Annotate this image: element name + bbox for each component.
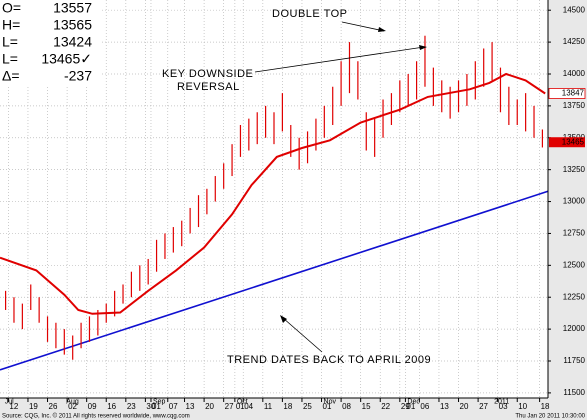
x-tick-label: 25 xyxy=(303,402,312,411)
x-tick-label: 10 xyxy=(518,402,527,411)
y-tick-label: 13750 xyxy=(563,101,586,110)
x-tick-label: 23 xyxy=(127,402,136,411)
month-label: 2011 xyxy=(494,398,509,405)
y-tick-label: 12500 xyxy=(563,260,586,269)
x-tick-label: 29 xyxy=(401,402,410,411)
info-label: H= xyxy=(2,17,20,33)
info-label: Δ= xyxy=(2,68,20,84)
x-tick-label: 18 xyxy=(283,402,292,411)
y-tick-label: 14500 xyxy=(563,5,586,14)
x-tick-label: 20 xyxy=(205,402,214,411)
y-tick-label: 12000 xyxy=(563,324,586,333)
x-tick-label: 13 xyxy=(186,402,195,411)
arrow xyxy=(282,317,323,353)
x-tick-label: 22 xyxy=(381,402,390,411)
info-value: 13565 xyxy=(53,17,92,33)
last-price-marker xyxy=(549,137,585,148)
x-tick-label: 26 xyxy=(49,402,58,411)
y-tick-label: 12750 xyxy=(563,229,586,238)
month-label: Sep xyxy=(153,398,166,405)
info-label: L= xyxy=(2,34,18,50)
x-tick-label: 27 xyxy=(479,402,488,411)
x-tick-label: 06 xyxy=(420,402,429,411)
info-value: -237 xyxy=(64,68,92,84)
annotation: KEY DOWNSIDE xyxy=(162,68,253,80)
info-value: 13424 xyxy=(53,34,92,50)
x-tick-label: 04 xyxy=(244,402,253,411)
last-price-label: 13465 xyxy=(562,137,585,146)
y-tick-label: 14250 xyxy=(563,37,586,46)
x-tick-label: 30 xyxy=(146,402,155,411)
info-value: 13465✓ xyxy=(41,51,92,67)
y-tick-label: 11750 xyxy=(563,356,585,365)
x-tick-label: 01 xyxy=(406,402,415,411)
x-tick-label: 03 xyxy=(499,402,508,411)
x-tick-label: 07 xyxy=(169,402,178,411)
labels: 1150011750120001225012500127501300013250… xyxy=(5,5,586,411)
y-tick-label: 11500 xyxy=(563,388,585,397)
x-tick-label: 15 xyxy=(362,402,371,411)
timestamp: Thu Jan 20 2011 10:30:00 xyxy=(515,414,585,420)
x-tick-label: 11 xyxy=(264,402,273,411)
month-label: Nov xyxy=(324,398,337,405)
x-tick-label: 01 xyxy=(323,402,332,411)
annotation: REVERSAL xyxy=(177,81,240,93)
x-tick-label: 18 xyxy=(541,402,550,411)
y-tick-label: 13000 xyxy=(563,197,586,206)
info-label: O= xyxy=(2,0,21,16)
annotation: DOUBLE TOP xyxy=(272,8,348,20)
month-label: Jul xyxy=(5,398,14,405)
x-tick-label: 20 xyxy=(460,402,469,411)
info-label: L= xyxy=(2,51,18,67)
ma-marker-label: 13847 xyxy=(562,89,585,98)
x-tick-label: 08 xyxy=(342,402,351,411)
y-tick-label: 14000 xyxy=(563,69,586,78)
month-label: Aug xyxy=(66,398,79,405)
y-tick-label: 12250 xyxy=(563,292,586,301)
arrow xyxy=(254,46,425,73)
moving-average xyxy=(0,72,546,315)
info-panel xyxy=(0,0,100,86)
y-tick-label: 13250 xyxy=(563,165,586,174)
arrow-head xyxy=(280,315,287,323)
month-label: Dec xyxy=(407,398,420,405)
x-tick-label: 19 xyxy=(29,402,38,411)
annotation: TREND DATES BACK TO APRIL 2009 xyxy=(227,354,431,366)
x-tick-label: 16 xyxy=(107,402,116,411)
x-tick-label: 01 xyxy=(152,402,161,411)
x-tick-label: 09 xyxy=(88,402,97,411)
arrow-head xyxy=(378,27,386,32)
arrow-head xyxy=(419,45,427,50)
trend-line xyxy=(0,190,549,371)
ma-marker xyxy=(548,88,586,99)
x-tick-label: 01 xyxy=(236,402,245,411)
arrow xyxy=(341,21,385,32)
marks xyxy=(0,35,549,371)
source: Source: CQG, Inc. © 2011 All rights rese… xyxy=(2,413,190,420)
x-tick-label: 27 xyxy=(225,402,234,411)
info-value: 13557 xyxy=(53,0,92,16)
x-tick-label: 12 xyxy=(9,402,18,411)
x-tick-label: 13 xyxy=(440,402,449,411)
x-tick-label: 02 xyxy=(68,402,77,411)
month-label: Oct xyxy=(237,398,248,405)
